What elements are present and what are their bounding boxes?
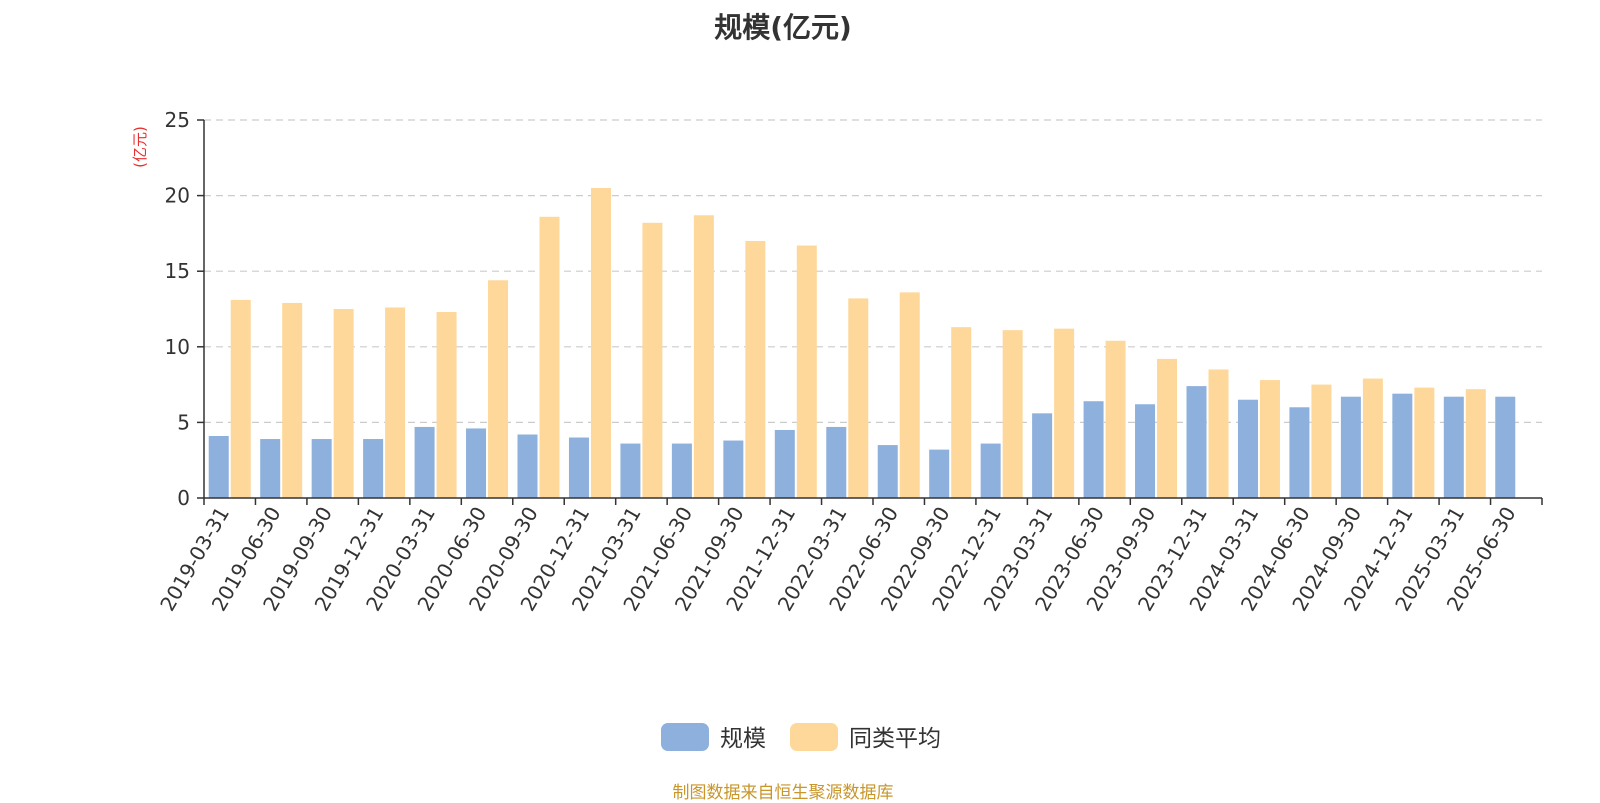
bar-scale <box>208 436 229 498</box>
bar-scale <box>620 443 641 498</box>
gridlines <box>204 119 1542 423</box>
bar-peer-average <box>385 307 406 498</box>
bar-scale <box>466 428 487 498</box>
bar-peer-average <box>848 298 869 498</box>
bar-peer-average <box>539 216 560 498</box>
bar-peer-average <box>1002 330 1023 498</box>
bar-scale <box>1186 386 1207 498</box>
bar-scale <box>414 426 435 498</box>
chart-title: 规模(亿元) <box>714 11 852 44</box>
bar-peer-average <box>230 299 251 498</box>
bar-scale <box>363 439 384 498</box>
bar-peer-average <box>333 309 354 498</box>
y-tick-label: 0 <box>177 486 190 510</box>
bar-peer-average <box>436 312 457 498</box>
bar-scale <box>1392 393 1413 498</box>
source-note: 制图数据来自恒生聚源数据库 <box>672 783 894 803</box>
y-axis-unit-label: (亿元) <box>131 126 149 168</box>
bar-scale <box>1340 396 1361 498</box>
bar-scale <box>311 439 332 498</box>
bar-scale <box>980 443 1001 498</box>
bar-peer-average <box>1414 387 1435 498</box>
bar-scale <box>929 449 950 498</box>
bar-scale <box>1495 396 1516 498</box>
bar-peer-average <box>1105 340 1126 498</box>
bar-peer-average <box>1311 384 1332 498</box>
bar-scale <box>877 445 898 498</box>
bar-peer-average <box>693 215 714 499</box>
bar-scale <box>1289 407 1310 498</box>
bar-scale <box>774 429 795 498</box>
bar-peer-average <box>282 302 303 498</box>
y-tick-label: 20 <box>165 184 190 208</box>
bar-peer-average <box>899 292 920 498</box>
y-tick-label: 10 <box>165 335 190 359</box>
bar-scale <box>826 426 847 498</box>
legend: 规模 同类平均 <box>661 723 941 752</box>
bar-scale <box>1135 404 1156 498</box>
bar-scale <box>1032 413 1053 498</box>
y-tick-label: 5 <box>177 410 190 434</box>
bar-scale <box>671 443 692 498</box>
bars <box>208 188 1516 499</box>
bar-scale <box>1083 401 1104 498</box>
bar-peer-average <box>951 327 972 498</box>
bar-peer-average <box>488 280 509 498</box>
bar-peer-average <box>1054 328 1075 498</box>
legend-label: 规模 <box>720 726 766 752</box>
bar-scale <box>517 434 538 498</box>
bar-peer-average <box>1259 380 1280 498</box>
x-tick-labels: 2019-03-312019-06-302019-09-302019-12-31… <box>155 498 1543 615</box>
bar-peer-average <box>745 240 766 498</box>
legend-swatch <box>661 723 709 751</box>
bar-peer-average <box>1157 358 1178 498</box>
bar-peer-average <box>590 188 611 499</box>
bar-peer-average <box>1465 389 1486 498</box>
bar-peer-average <box>1208 369 1229 498</box>
y-tick-label: 25 <box>165 108 190 132</box>
bar-peer-average <box>642 222 663 499</box>
bar-scale <box>1443 396 1464 498</box>
y-tick-label: 15 <box>165 259 190 283</box>
y-tick-labels: 0 5 10 15 20 25 <box>165 108 204 510</box>
bar-scale <box>568 437 589 498</box>
legend-swatch <box>790 723 838 751</box>
bar-peer-average <box>1362 378 1383 498</box>
bar-scale <box>723 440 744 498</box>
legend-label: 同类平均 <box>849 726 941 752</box>
bar-peer-average <box>796 245 817 498</box>
bar-scale <box>1237 399 1258 498</box>
bar-scale <box>260 439 281 498</box>
